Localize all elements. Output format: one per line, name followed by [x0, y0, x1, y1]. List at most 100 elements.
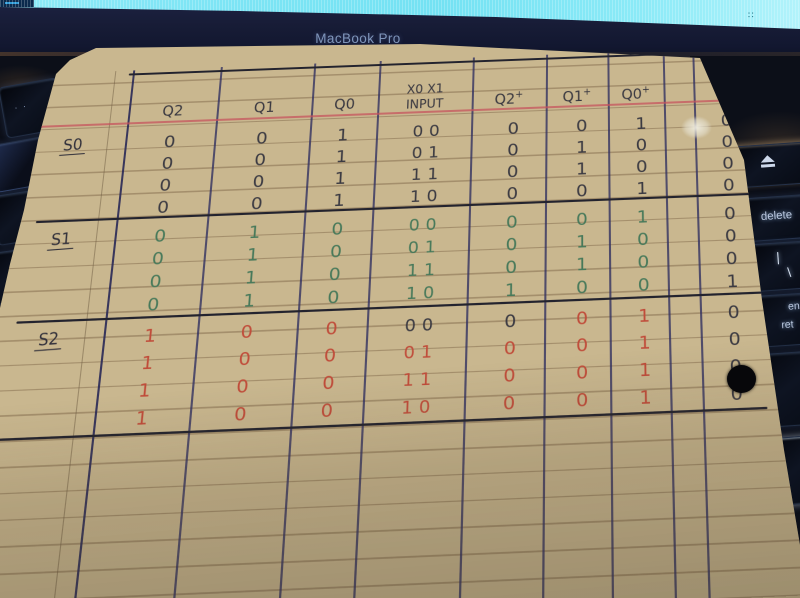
- state-transition-table: Q2 Q1 Q0 X0 X1 INPUT Q2+ Q1+ Q0+ O/P Z S…: [0, 44, 800, 598]
- table-cell: 0: [160, 152, 175, 173]
- table-cell: 0: [255, 127, 269, 148]
- table-cell: 1: [244, 266, 258, 288]
- table-cell: [22, 393, 98, 396]
- table-cell: 1: [576, 230, 588, 252]
- table-cell: 00: [408, 214, 443, 236]
- table-cell: 0: [146, 293, 161, 315]
- table-cell: 11: [410, 164, 445, 185]
- table-cell: 1: [137, 379, 152, 402]
- table-cell: 0: [158, 174, 173, 195]
- table-cell: 1: [576, 136, 588, 157]
- table-cell: [46, 209, 118, 212]
- table-cell: 0: [505, 233, 518, 255]
- screen-text-fragment: [5, 2, 19, 4]
- table-cell: 0: [233, 402, 248, 426]
- table-cell: 0: [156, 196, 171, 217]
- table-cell: 0: [725, 247, 738, 269]
- table-cell: [33, 306, 107, 309]
- table-cell: 0: [637, 250, 650, 272]
- table-cell: 0: [635, 155, 648, 176]
- table-cell: 0: [576, 307, 589, 329]
- column-header-q0: Q0: [333, 96, 356, 114]
- table-cell: 0: [237, 347, 252, 370]
- key-return-label: ret: [780, 318, 795, 332]
- table-cell: 0: [576, 208, 588, 229]
- table-cell: 0: [576, 388, 589, 412]
- table-cell: 0: [576, 179, 588, 201]
- table-cell: 0: [728, 327, 742, 350]
- table-cell: 1: [242, 289, 257, 311]
- table-cell: 11: [406, 259, 442, 281]
- table-cell: 0: [507, 139, 519, 160]
- table-cell: [48, 187, 120, 190]
- black-dot: [727, 365, 756, 393]
- table-cell: 00: [412, 121, 446, 141]
- table-cell: 1: [638, 331, 651, 354]
- table-cell: 0: [148, 270, 163, 292]
- table-cell: 0: [576, 361, 589, 384]
- table-cell: 10: [400, 395, 437, 418]
- table-cell: 0: [504, 310, 517, 332]
- table-cell: 1: [247, 221, 262, 242]
- table-cell: 0: [637, 273, 650, 295]
- table-cell: 0: [502, 391, 516, 415]
- table-cell: 1: [636, 177, 649, 198]
- table-cell: 0: [239, 320, 254, 343]
- table-cell: 1: [576, 158, 588, 179]
- table-cell: 0: [636, 228, 650, 250]
- table-cell: 0: [250, 192, 264, 214]
- section-label-s2: S2: [34, 328, 63, 352]
- section-label-s1: S1: [47, 228, 75, 251]
- table-cell: 0: [507, 117, 520, 138]
- backslash-glyph: \: [786, 264, 792, 280]
- table-cell: 0: [505, 255, 518, 278]
- table-cell: 1: [635, 113, 648, 133]
- section-label-s0: S0: [59, 134, 87, 156]
- table-cell: [18, 421, 94, 424]
- table-cell: 10: [409, 186, 444, 207]
- screen-glyph-icon: ∷: [748, 11, 754, 21]
- column-header-q2-next: Q2+: [494, 88, 524, 108]
- table-cell: 1: [504, 278, 517, 301]
- table-cell: 1: [143, 324, 158, 347]
- table-cell: 1: [134, 406, 150, 430]
- table-cell: 1: [576, 253, 588, 275]
- device-label: MacBook Pro: [315, 31, 401, 46]
- table-cell: 0: [635, 134, 648, 155]
- paper-sheet: Q2 Q1 Q0 X0 X1 INPUT Q2+ Q1+ Q0+ O/P Z S…: [0, 44, 800, 598]
- table-cell: [25, 365, 100, 368]
- table-cell: 0: [505, 211, 518, 232]
- table-cell: 0: [576, 115, 588, 136]
- table-cell: 1: [726, 269, 739, 292]
- key-delete-label: delete: [760, 209, 793, 224]
- table-cell: 0: [576, 275, 589, 298]
- table-cell: 0: [503, 337, 517, 360]
- table-cell: [51, 165, 122, 168]
- table-cell: 00: [404, 313, 440, 336]
- table-cell: [39, 260, 112, 263]
- table-cell: 0: [727, 301, 741, 323]
- table-cell: 1: [246, 243, 260, 265]
- table-cell: 0: [251, 170, 266, 191]
- table-cell: 1: [140, 351, 155, 374]
- table-cell: 0: [153, 224, 168, 246]
- table-cell: 0: [503, 364, 516, 387]
- column-header-q0-next: Q0+: [621, 83, 650, 103]
- table-cell: 0: [235, 375, 250, 398]
- section-label-cell: S0: [53, 134, 126, 156]
- table-cell: 1: [638, 358, 652, 381]
- table-cell: 0: [151, 247, 165, 269]
- table-cell: 01: [403, 340, 439, 363]
- column-header-q1-next: Q1+: [562, 86, 592, 106]
- table-cell: 1: [636, 205, 649, 227]
- column-header-input: X0 X1 INPUT: [405, 80, 444, 112]
- column-header-q1: Q1: [253, 100, 276, 117]
- table-cell: 10: [405, 282, 441, 304]
- section-label-cell: S1: [41, 228, 116, 251]
- table-cell: 0: [576, 334, 589, 357]
- table-cell: [36, 283, 110, 286]
- key-glyph-dots-icon: ··: [14, 101, 33, 113]
- column-header-q2: Q2: [161, 103, 184, 121]
- table-cell: 0: [253, 149, 267, 170]
